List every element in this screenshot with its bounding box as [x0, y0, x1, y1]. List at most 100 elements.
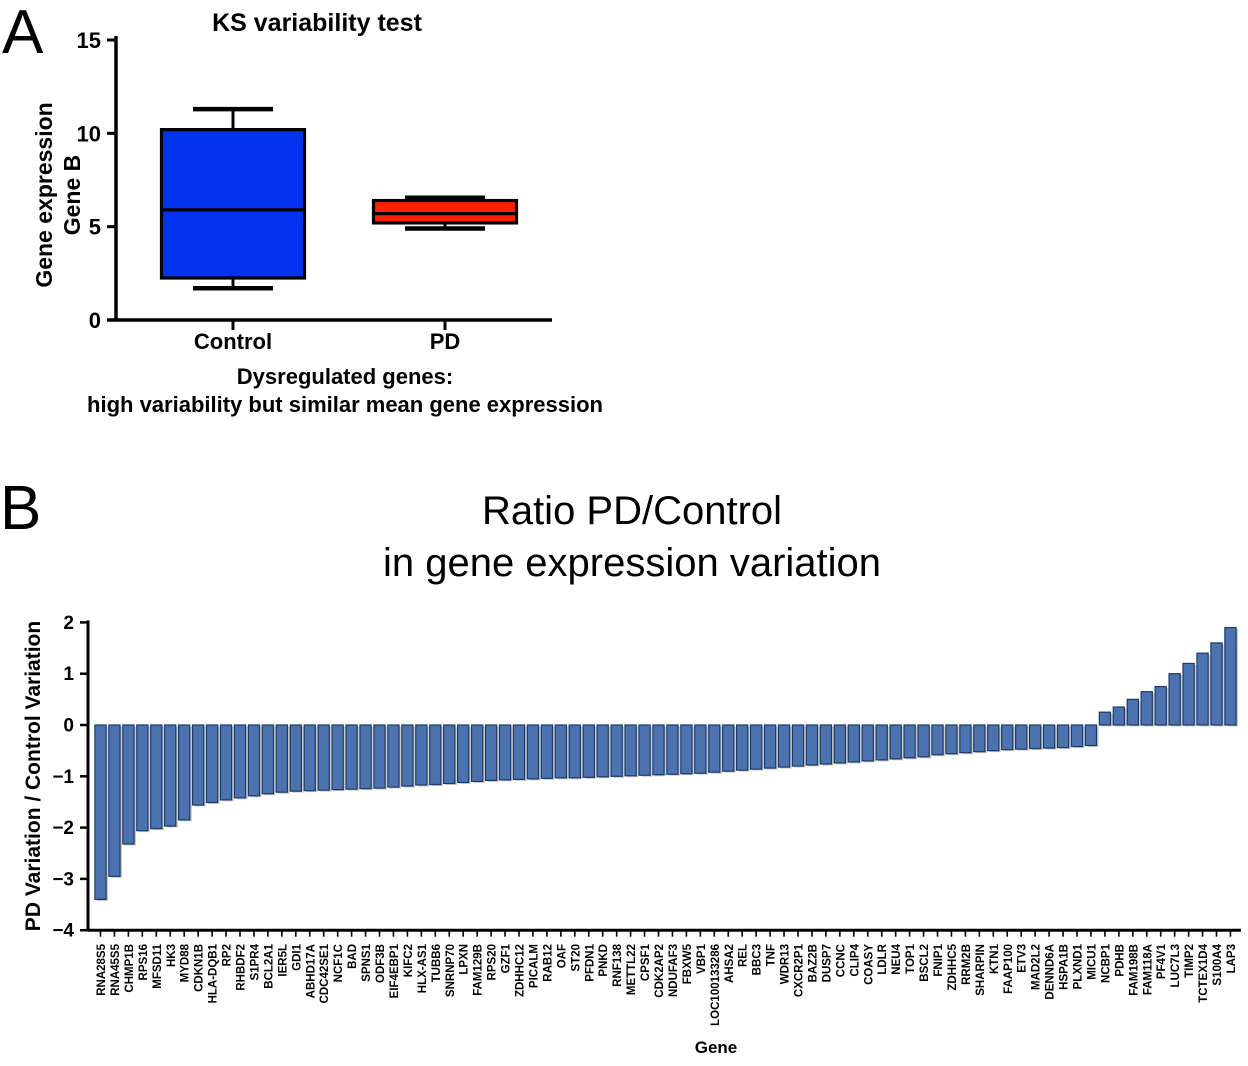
bar-LUC7L3: [1168, 673, 1181, 726]
x-tick-label-LAP3: LAP3: [1226, 944, 1238, 973]
bar-ODF3B: [373, 724, 386, 789]
bar-MFSD11: [150, 724, 163, 830]
x-tick-label-MICU1: MICU1: [1086, 943, 1098, 979]
x-tick-label-LDLR: LDLR: [877, 943, 889, 974]
barchart-plot-area: RNA28S5 RNA45S5 CHMP1B RPS16 MFSD11 HK3 MYD88 C…: [52, 613, 1241, 1026]
bar-LAP3: [1224, 626, 1237, 726]
bar-LDLR: [875, 724, 888, 761]
y-tick-label: 15: [77, 28, 101, 53]
x-tick-label-NEU4: NEU4: [891, 943, 903, 974]
bar-RNF138: [610, 724, 623, 777]
y-tick-label: −4: [52, 921, 74, 942]
x-tick-label-NDUFAF3: NDUFAF3: [668, 944, 680, 997]
x-tick-label-KTN1: KTN1: [989, 943, 1001, 974]
x-tick-label-CDK2AP2: CDK2AP2: [654, 944, 666, 998]
bar-EIF4EBP1: [387, 724, 400, 788]
bar-PNKD: [596, 724, 609, 778]
x-tick-label-IER5L: IER5L: [277, 944, 289, 977]
box-Control: [159, 128, 307, 280]
bar-TIMP2: [1182, 662, 1195, 726]
x-tick-label-RHBDF2: RHBDF2: [236, 944, 248, 991]
y-tick-label: −1: [52, 767, 74, 788]
x-tick-label-FAM198B: FAM198B: [1128, 944, 1140, 996]
bar-ST20: [568, 724, 582, 779]
y-tick-label: −3: [52, 869, 74, 890]
x-tick-label-SHARPIN: SHARPIN: [975, 944, 987, 996]
x-tick-label-ETV3: ETV3: [1017, 944, 1029, 973]
bar-PFDN1: [582, 724, 595, 778]
x-tick-label-ODF3B: ODF3B: [375, 944, 387, 983]
panel-b-title-line1: Ratio PD/Control: [482, 489, 782, 533]
bar-IER5L: [275, 724, 289, 793]
x-tick-label-LPXN: LPXN: [459, 944, 471, 975]
panel-a-caption-line2: high variability but similar mean gene e…: [87, 392, 603, 417]
panel-a-ylabel-line2: Gene B: [59, 155, 85, 236]
x-tick-label-KIFC2: KIFC2: [403, 944, 415, 977]
bar-FAM129B: [470, 724, 484, 783]
x-tick-label-SNRNP70: SNRNP70: [445, 944, 457, 997]
panel-b-title-line2: in gene expression variation: [383, 541, 881, 585]
bar-NDUFAF3: [666, 724, 679, 775]
x-tick-label-PDHB: PDHB: [1114, 944, 1126, 977]
x-tick-label-FBXW5: FBXW5: [682, 943, 694, 984]
bar-CXCR2P1: [791, 724, 805, 767]
bar-WDR13: [777, 724, 791, 768]
bar-AHSA2: [722, 724, 735, 772]
bar-BSCL2: [917, 724, 930, 758]
x-tick-label-FAM118A: FAM118A: [1142, 944, 1154, 995]
x-tick-label-EIF4EBP1: EIF4EBP1: [389, 943, 401, 998]
x-tick-label-WDR13: WDR13: [780, 944, 792, 984]
barchart-panel-b: RNA28S5 RNA45S5 CHMP1B RPS16 MFSD11 HK3 MYD88 C…: [22, 489, 1241, 1057]
bar-FBXW5: [680, 724, 693, 775]
bar-FAM118A: [1140, 691, 1153, 726]
x-tick-label-TUBB6: TUBB6: [431, 944, 443, 982]
x-tick-label-CHMP1B: CHMP1B: [124, 944, 136, 993]
x-tick-label-CXCR2P1: CXCR2P1: [794, 943, 806, 997]
bar-OAF: [554, 724, 568, 779]
x-tick-label-OAF: OAF: [556, 944, 568, 968]
bar-MICU1: [1084, 724, 1098, 747]
x-tick-label-VBP1: VBP1: [696, 943, 708, 974]
panel-a-caption-line1: Dysregulated genes:: [237, 364, 453, 389]
bar-PF4V1: [1154, 685, 1167, 726]
bar-KTN1: [987, 724, 1000, 752]
x-tick-label-TCTEX1D4: TCTEX1D4: [1198, 943, 1210, 1002]
bar-LPXN: [457, 724, 470, 784]
bar-HK3: [164, 724, 177, 827]
x-tick-label-ZDHHC12: ZDHHC12: [515, 944, 527, 997]
x-tick-label-TOP1: TOP1: [905, 943, 917, 973]
x-tick-label-GZF1: GZF1: [501, 943, 513, 973]
bar-PDHB: [1112, 706, 1126, 726]
x-tick-label-LUC7L3: LUC7L3: [1170, 944, 1182, 987]
bar-FNIP1: [931, 724, 944, 756]
bar-NEU4: [889, 724, 902, 760]
x-tick-label-ZDHHC5: ZDHHC5: [947, 943, 959, 990]
bar-RNA28S5: [94, 724, 107, 901]
bar-GZF1: [498, 724, 512, 781]
x-tick-label-BSCL2: BSCL2: [919, 944, 931, 982]
bar-BAZ2B: [805, 724, 819, 766]
bar-CDK2AP2: [652, 724, 665, 776]
bar-RPS20: [484, 724, 498, 782]
x-tick-label-MAD2L2: MAD2L2: [1031, 944, 1043, 990]
bar-SPNS1: [359, 724, 372, 790]
x-tick-label-RP2: RP2: [222, 944, 234, 966]
bar-CCNC: [833, 724, 847, 764]
bar-GDI1: [289, 724, 303, 792]
bar-VBP1: [694, 724, 707, 774]
bar-MYD88: [178, 724, 191, 821]
x-tick-label-TIMP2: TIMP2: [1184, 944, 1196, 978]
bar-CHMP1B: [122, 724, 135, 845]
x-tick-label-RNA28S5: RNA28S5: [96, 943, 108, 995]
bar-NCBP1: [1098, 711, 1112, 726]
bar-PICALM: [526, 724, 540, 780]
x-tick-label-NCBP1: NCBP1: [1100, 943, 1112, 983]
bar-S1PR4: [247, 724, 261, 797]
boxplot-plot-area: 15 10 5 0: [77, 28, 552, 333]
x-tick-label-BCL2A1: BCL2A1: [263, 943, 275, 988]
x-tick-label-FAAP100: FAAP100: [1003, 944, 1015, 994]
bar-ZDHHC5: [945, 724, 958, 755]
panel-a-letter: A: [2, 0, 44, 67]
bar-REL: [735, 724, 749, 771]
